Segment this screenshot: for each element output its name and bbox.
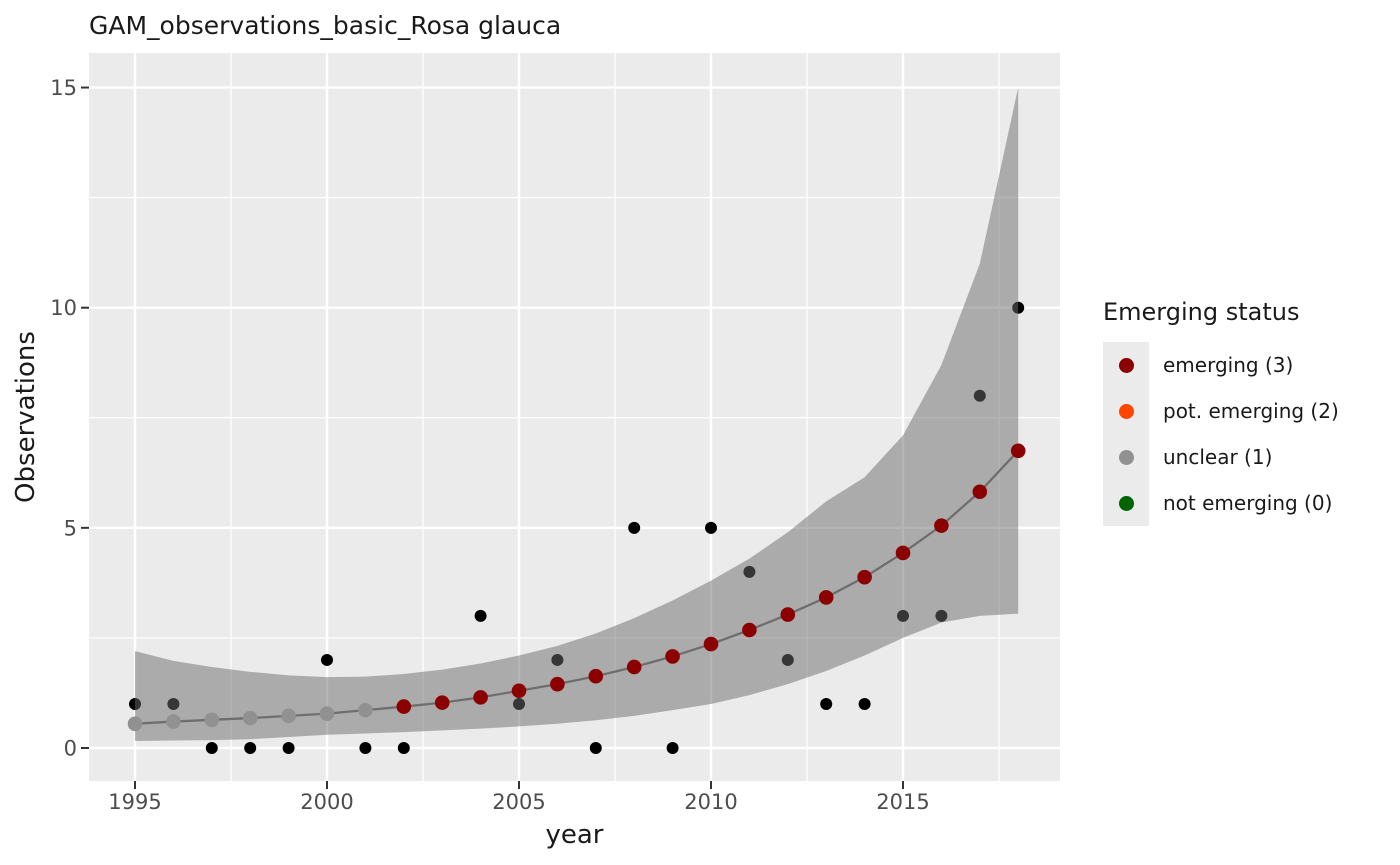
- fitted-point-emerging: [934, 518, 949, 533]
- x-tick-label: 2000: [300, 790, 353, 814]
- observation-point: [321, 653, 333, 666]
- fitted-point-unclear: [358, 702, 373, 718]
- fitted-point-unclear: [204, 712, 220, 728]
- x-tick-label: 2015: [876, 790, 929, 814]
- fitted-point-emerging: [895, 545, 911, 561]
- fitted-point-unclear: [319, 706, 335, 721]
- legend-dot-icon-not-emerging: [1118, 495, 1134, 511]
- fitted-point-emerging: [665, 649, 680, 664]
- observation-point: [205, 742, 218, 754]
- fitted-point-unclear: [281, 708, 296, 724]
- legend-item-emerging: emerging (3): [1103, 342, 1339, 388]
- legend: Emerging status emerging (3) pot. emergin…: [1103, 297, 1339, 526]
- fitted-point-emerging: [818, 590, 834, 605]
- observation-point: [858, 697, 871, 710]
- legend-item-pot-emerging: pot. emerging (2): [1103, 388, 1339, 434]
- observation-point: [628, 521, 641, 534]
- fitted-point-unclear: [127, 716, 143, 732]
- legend-dot-icon-unclear: [1118, 449, 1134, 465]
- fitted-point-emerging: [473, 690, 488, 705]
- legend-key-not-emerging: [1103, 480, 1149, 526]
- fitted-point-emerging: [511, 683, 527, 699]
- legend-dot-icon-pot-emerging: [1118, 403, 1134, 419]
- legend-key-unclear: [1103, 434, 1149, 480]
- x-tick-label: 2010: [684, 790, 737, 814]
- observation-point: [474, 609, 487, 622]
- observation-point: [282, 742, 295, 754]
- fitted-point-unclear: [166, 714, 181, 729]
- legend-dot-icon-emerging: [1118, 357, 1134, 373]
- fitted-point-emerging: [1010, 443, 1026, 459]
- y-tick-label: 5: [64, 516, 77, 540]
- fitted-point-emerging: [703, 636, 719, 652]
- fitted-point-unclear: [242, 710, 258, 726]
- x-tick-label: 2005: [492, 790, 545, 814]
- legend-title: Emerging status: [1103, 298, 1300, 326]
- fitted-point-emerging: [972, 484, 988, 500]
- plot-title: GAM_observations_basic_Rosa glauca: [89, 11, 562, 40]
- y-axis-title: Observations: [11, 331, 41, 503]
- fitted-point-emerging: [857, 569, 872, 585]
- fitted-point-emerging: [780, 607, 796, 622]
- observation-point: [397, 742, 410, 754]
- fitted-point-emerging: [742, 622, 757, 638]
- legend-key-emerging: [1103, 342, 1149, 388]
- y-tick-label: 0: [64, 737, 77, 761]
- legend-item-label: pot. emerging (2): [1163, 399, 1339, 423]
- fitted-point-emerging: [434, 695, 450, 710]
- observation-point: [705, 521, 717, 534]
- observation-point: [666, 742, 679, 754]
- legend-items: emerging (3) pot. emerging (2) unclear (1)…: [1103, 342, 1339, 526]
- fitted-point-emerging: [588, 668, 604, 684]
- observation-point: [589, 742, 602, 754]
- legend-item-label: unclear (1): [1163, 445, 1273, 469]
- confidence-ribbon: [135, 87, 1019, 741]
- legend-item-unclear: unclear (1): [1103, 434, 1339, 480]
- legend-item-label: emerging (3): [1163, 353, 1294, 377]
- fitted-point-emerging: [396, 699, 412, 714]
- observation-point: [820, 697, 833, 710]
- observation-point: [359, 742, 372, 754]
- legend-key-pot-emerging: [1103, 388, 1149, 434]
- fitted-point-emerging: [550, 676, 565, 692]
- y-tick-label: 10: [50, 296, 77, 320]
- x-tick-label: 1995: [108, 790, 161, 814]
- fitted-point-emerging: [626, 659, 642, 675]
- legend-item-label: not emerging (0): [1163, 491, 1333, 515]
- x-axis-title: year: [545, 820, 603, 850]
- observation-point: [244, 742, 257, 754]
- legend-item-not-emerging: not emerging (0): [1103, 480, 1339, 526]
- y-tick-label: 15: [50, 76, 77, 100]
